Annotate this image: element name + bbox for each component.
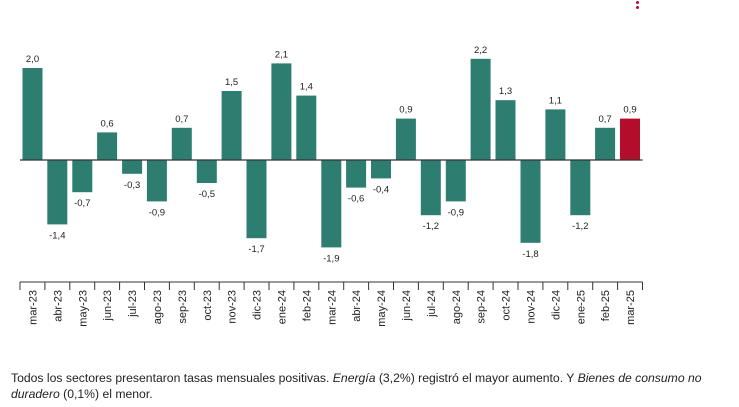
x-tick-label-nov-24: nov-24 [526, 290, 538, 324]
x-tick-label-ago-23: ago-23 [152, 290, 164, 324]
value-label-jul-23: -0,3 [124, 180, 140, 191]
value-label-ago-23: -0,9 [149, 207, 165, 218]
bar-mar-24[interactable] [321, 160, 342, 248]
x-tick-label-nov-23: nov-23 [227, 290, 239, 324]
bar-ene-25[interactable] [570, 160, 591, 216]
value-label-mar-25: 0,9 [623, 105, 636, 116]
more-options-icon[interactable] [633, 0, 641, 14]
value-label-nov-24: -1,8 [522, 249, 538, 260]
bar-mar-25[interactable] [620, 118, 640, 160]
bar-mar-23[interactable] [22, 68, 43, 160]
value-label-jun-23: 0,6 [100, 118, 113, 129]
footnote-text-3: (0,1%) el menor. [59, 387, 153, 402]
bar-sep-23[interactable] [171, 127, 192, 160]
value-label-feb-25: 0,7 [598, 114, 611, 125]
bar-abr-23[interactable] [47, 160, 68, 225]
value-label-may-24: -0,4 [373, 184, 389, 195]
bar-jul-24[interactable] [420, 160, 441, 216]
x-tick-label-mar-24: mar-24 [326, 290, 338, 325]
x-tick-label-jul-24: jul-24 [426, 290, 438, 318]
bar-oct-23[interactable] [196, 160, 217, 183]
bar-dic-23[interactable] [246, 160, 267, 239]
bar-nov-24[interactable] [520, 160, 541, 243]
bar-dic-24[interactable] [545, 109, 566, 160]
value-label-sep-24: 2,2 [474, 45, 487, 56]
bar-feb-24[interactable] [296, 95, 317, 160]
x-tick-label-abr-23: abr-23 [52, 290, 64, 322]
bar-ago-23[interactable] [146, 160, 167, 202]
value-label-abr-24: -0,6 [348, 194, 364, 205]
x-tick-label-abr-24: abr-24 [351, 290, 363, 322]
bar-ago-24[interactable] [445, 160, 466, 202]
value-label-ene-25: -1,2 [572, 221, 588, 232]
chart-footnote: Todos los sectores presentaron tasas men… [11, 370, 711, 402]
x-tick-label-ene-25: ene-25 [575, 290, 587, 324]
x-tick-label-feb-25: feb-25 [600, 290, 612, 321]
x-tick-label-may-24: may-24 [376, 290, 388, 327]
footnote-emphasis-bienes: Bienes de consumo no duradero [11, 371, 702, 402]
x-tick-label-sep-23: sep-23 [177, 290, 189, 324]
value-label-dic-23: -1,7 [248, 244, 264, 255]
bar-jul-23[interactable] [122, 160, 143, 174]
x-tick-label-ago-24: ago-24 [451, 290, 463, 324]
bar-sep-24[interactable] [470, 58, 491, 160]
bar-may-23[interactable] [72, 160, 93, 193]
value-label-feb-24: 1,4 [300, 82, 313, 93]
x-tick-label-jun-24: jun-24 [401, 290, 413, 322]
value-label-nov-23: 1,5 [225, 77, 238, 88]
value-label-abr-23: -1,4 [49, 230, 65, 241]
value-label-oct-24: 1,3 [499, 86, 512, 97]
footnote-text-2: (3,2%) registró el mayor aumento. Y [375, 371, 578, 386]
bar-jun-24[interactable] [395, 118, 416, 160]
x-tick-label-mar-23: mar-23 [28, 290, 40, 325]
x-tick-label-jun-23: jun-23 [102, 290, 114, 322]
bar-nov-23[interactable] [221, 91, 242, 160]
bar-feb-25[interactable] [595, 127, 616, 160]
value-label-dic-24: 1,1 [549, 95, 562, 106]
x-tick-label-mar-25: mar-25 [625, 290, 637, 325]
x-tick-label-dic-24: dic-24 [550, 290, 562, 320]
bar-may-24[interactable] [371, 160, 391, 179]
value-label-ene-24: 2,1 [275, 49, 288, 60]
dot-icon [635, 6, 639, 9]
value-label-oct-23: -0,5 [199, 189, 215, 200]
value-label-mar-24: -1,9 [323, 253, 339, 264]
value-label-sep-23: 0,7 [175, 114, 188, 125]
value-label-jul-24: -1,2 [423, 221, 439, 232]
bar-chart: 2,0 -1,4 -0,7 0,6 -0,3 -0,9 0,7 -0,5 1,5 -1,7 2,1 1… [19, 45, 643, 327]
value-label-may-23: -0,7 [74, 198, 90, 209]
dot-icon [635, 1, 639, 4]
bar-jun-23[interactable] [97, 132, 118, 160]
value-label-jun-24: 0,9 [399, 105, 412, 116]
x-tick-label-dic-23: dic-23 [252, 290, 264, 320]
bar-oct-24[interactable] [495, 100, 516, 160]
footnote-emphasis-energia: Energía [332, 371, 376, 386]
x-tick-label-feb-24: feb-24 [301, 290, 313, 321]
value-label-mar-23: 2,0 [26, 54, 39, 65]
x-tick-label-may-23: may-23 [77, 290, 89, 327]
x-tick-label-ene-24: ene-24 [276, 290, 288, 324]
bar-ene-24[interactable] [271, 63, 292, 160]
x-tick-label-sep-24: sep-24 [476, 290, 488, 324]
bar-abr-24[interactable] [346, 160, 367, 188]
value-label-ago-24: -0,9 [448, 207, 464, 218]
x-tick-label-oct-23: oct-23 [202, 290, 214, 321]
footnote-text-1: Todos los sectores presentaron tasas men… [11, 371, 333, 386]
chart-area: 2,0 -1,4 -0,7 0,6 -0,3 -0,9 0,7 -0,5 1,5 -1,7 2,1 1… [19, 45, 643, 327]
x-tick-label-jul-23: jul-23 [127, 290, 139, 318]
x-tick-label-oct-24: oct-24 [501, 290, 513, 321]
